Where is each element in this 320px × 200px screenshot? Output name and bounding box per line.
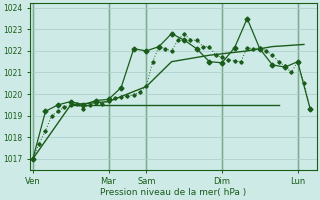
X-axis label: Pression niveau de la mer( hPa ): Pression niveau de la mer( hPa ) xyxy=(100,188,247,197)
